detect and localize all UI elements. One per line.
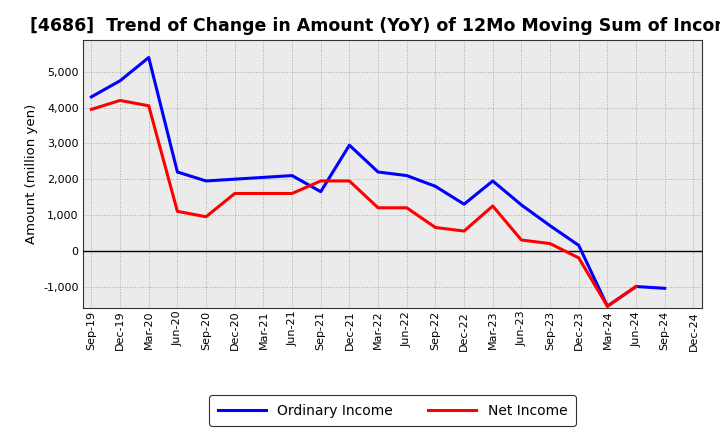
Ordinary Income (460, 202, 469, 207)
Net Income (116, 98, 125, 103)
Ordinary Income (374, 169, 382, 175)
Ordinary Income (575, 243, 583, 248)
Legend: Ordinary Income, Net Income: Ordinary Income, Net Income (210, 396, 575, 426)
Line: Net Income: Net Income (91, 100, 636, 306)
Ordinary Income (259, 175, 268, 180)
Ordinary Income (288, 173, 297, 178)
Net Income (517, 237, 526, 242)
Net Income (173, 209, 181, 214)
Ordinary Income (345, 143, 354, 148)
Net Income (316, 178, 325, 183)
Net Income (145, 103, 153, 108)
Net Income (202, 214, 210, 220)
Ordinary Income (145, 55, 153, 60)
Net Income (87, 107, 96, 112)
Net Income (488, 203, 497, 209)
Net Income (374, 205, 382, 210)
Title: [4686]  Trend of Change in Amount (YoY) of 12Mo Moving Sum of Incomes: [4686] Trend of Change in Amount (YoY) o… (30, 17, 720, 35)
Net Income (345, 178, 354, 183)
Net Income (402, 205, 411, 210)
Net Income (546, 241, 554, 246)
Net Income (631, 284, 640, 289)
Net Income (460, 228, 469, 234)
Ordinary Income (230, 176, 239, 182)
Line: Ordinary Income: Ordinary Income (91, 58, 665, 306)
Ordinary Income (517, 202, 526, 208)
Ordinary Income (631, 284, 640, 289)
Y-axis label: Amount (million yen): Amount (million yen) (24, 104, 37, 244)
Ordinary Income (202, 178, 210, 183)
Ordinary Income (316, 189, 325, 194)
Net Income (431, 225, 440, 230)
Ordinary Income (173, 169, 181, 175)
Net Income (259, 191, 268, 196)
Ordinary Income (116, 78, 125, 84)
Ordinary Income (431, 183, 440, 189)
Ordinary Income (402, 173, 411, 178)
Net Income (603, 304, 612, 309)
Ordinary Income (488, 178, 497, 183)
Net Income (575, 255, 583, 260)
Ordinary Income (87, 94, 96, 99)
Ordinary Income (660, 286, 669, 291)
Net Income (230, 191, 239, 196)
Net Income (288, 191, 297, 196)
Ordinary Income (603, 304, 612, 309)
Ordinary Income (546, 223, 554, 228)
